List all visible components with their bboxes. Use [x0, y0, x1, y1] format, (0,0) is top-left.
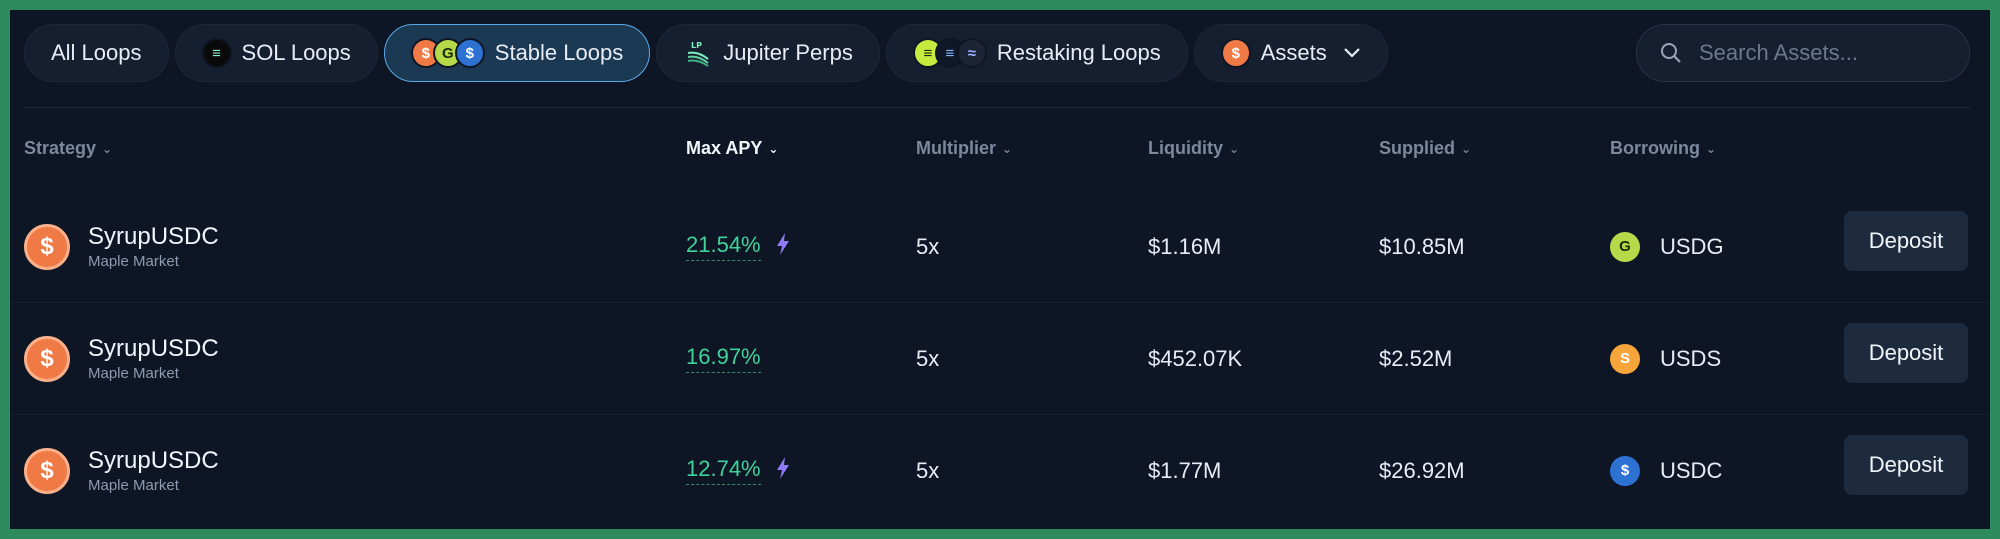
strategy-cell: $ SyrupUSDC Maple Market — [24, 415, 219, 526]
column-max-apy[interactable]: Max APY ⌄ — [686, 138, 779, 158]
stable-icons: $ G $ — [410, 38, 485, 68]
tab-restaking-loops[interactable]: ≡ ≡ ≈ Restaking Loops — [885, 24, 1188, 82]
tab-jupiter-perps[interactable]: LP Jupiter Perps — [656, 24, 880, 82]
tab-label: Jupiter Perps — [723, 40, 853, 65]
usdc-icon: $ — [454, 38, 485, 68]
apy-cell: 16.97% — [686, 303, 761, 414]
multiplier-value: 5x — [916, 345, 940, 371]
search-box[interactable] — [1636, 24, 1970, 82]
strategy-market: Maple Market — [88, 477, 179, 494]
liquidity-value: $1.16M — [1148, 233, 1222, 259]
syrupusdc-icon: $ — [24, 335, 70, 382]
tab-label: Restaking Loops — [996, 40, 1161, 65]
assets-dropdown[interactable]: $ Assets — [1193, 24, 1388, 82]
row-divider — [10, 414, 1990, 415]
borrow-asset: USDC — [1660, 457, 1723, 483]
syrupusdc-icon: $ — [1220, 38, 1251, 68]
strategy-market: Maple Market — [88, 253, 179, 270]
tab-all-loops[interactable]: All Loops — [24, 24, 169, 82]
strategy-cell: $ SyrupUSDC Maple Market — [24, 191, 219, 302]
table-row[interactable]: $ SyrupUSDC Maple Market 12.74% 5x $1.77… — [10, 415, 1990, 526]
usds-icon: S — [1610, 343, 1640, 374]
tab-label: Stable Loops — [494, 40, 624, 65]
row-divider — [10, 302, 1990, 303]
app-frame: All Loops ≡ SOL Loops $ G $ Stable Loops… — [10, 10, 1990, 529]
apy-value[interactable]: 12.74% — [686, 456, 761, 485]
apy-cell: 21.54% — [686, 191, 791, 302]
syrupusdc-icon: $ — [24, 223, 70, 270]
restake-token-icon: ≈ — [956, 38, 987, 68]
lightning-icon — [775, 232, 791, 261]
borrowing-cell: $ USDC — [1610, 415, 1722, 526]
multiplier-value: 5x — [916, 457, 940, 483]
liquidity-value: $452.07K — [1148, 345, 1243, 371]
divider — [24, 107, 1970, 108]
column-borrowing[interactable]: Borrowing ⌄ — [1610, 138, 1717, 158]
borrow-asset: USDS — [1660, 345, 1722, 371]
tab-label: SOL Loops — [241, 40, 351, 65]
column-liquidity[interactable]: Liquidity ⌄ — [1148, 138, 1240, 158]
jlp-icon: LP — [683, 38, 713, 68]
borrowing-cell: S USDS — [1610, 303, 1721, 414]
table-row[interactable]: $ SyrupUSDC Maple Market 21.54% 5x $1.16… — [10, 191, 1990, 302]
chevron-down-icon: ⌄ — [1002, 141, 1013, 156]
usdg-icon: G — [432, 38, 463, 68]
tab-label: Assets — [1260, 40, 1327, 65]
chevron-down-icon: ⌄ — [768, 141, 779, 156]
apy-value[interactable]: 21.54% — [686, 232, 761, 261]
deposit-button[interactable]: Deposit — [1844, 435, 1968, 495]
filter-tabs: All Loops ≡ SOL Loops $ G $ Stable Loops… — [24, 24, 1388, 84]
chevron-down-icon: ⌄ — [1229, 141, 1240, 156]
usdg-icon: G — [1610, 231, 1640, 262]
multiplier-value: 5x — [916, 233, 940, 259]
borrowing-cell: G USDG — [1610, 191, 1724, 302]
column-multiplier[interactable]: Multiplier ⌄ — [916, 138, 1013, 158]
strategy-name: SyrupUSDC — [88, 223, 219, 250]
tab-stable-loops[interactable]: $ G $ Stable Loops — [383, 24, 651, 82]
jlp-waves-icon: LP — [688, 41, 709, 67]
chevron-down-icon: ⌄ — [1461, 141, 1472, 156]
chevron-down-icon: ⌄ — [1706, 141, 1717, 156]
chevron-down-icon — [1343, 48, 1360, 58]
liquidity-value: $1.77M — [1148, 457, 1222, 483]
lightning-icon — [775, 456, 791, 485]
tab-sol-loops[interactable]: ≡ SOL Loops — [174, 24, 378, 82]
apy-cell: 12.74% — [686, 415, 791, 526]
borrow-asset: USDG — [1660, 233, 1724, 259]
column-strategy[interactable]: Strategy ⌄ — [24, 138, 113, 158]
svg-text:LP: LP — [691, 41, 702, 50]
apy-value[interactable]: 16.97% — [686, 344, 761, 373]
supplied-value: $10.85M — [1379, 233, 1465, 259]
strategy-name: SyrupUSDC — [88, 447, 219, 474]
chevron-down-icon: ⌄ — [102, 141, 113, 156]
strategy-market: Maple Market — [88, 365, 179, 382]
restaking-icons: ≡ ≡ ≈ — [912, 38, 987, 68]
supplied-value: $2.52M — [1379, 345, 1453, 371]
column-supplied[interactable]: Supplied ⌄ — [1379, 138, 1472, 158]
tab-label: All Loops — [51, 40, 142, 65]
deposit-button[interactable]: Deposit — [1844, 211, 1968, 271]
search-input[interactable] — [1697, 39, 1941, 67]
strategy-name: SyrupUSDC — [88, 335, 219, 362]
deposit-button[interactable]: Deposit — [1844, 323, 1968, 383]
solana-icon: ≡ — [201, 38, 232, 68]
syrupusdc-icon: $ — [24, 447, 70, 494]
search-icon — [1661, 43, 1681, 63]
table-row[interactable]: $ SyrupUSDC Maple Market 16.97% 5x $452.… — [10, 303, 1990, 414]
supplied-value: $26.92M — [1379, 457, 1465, 483]
strategy-cell: $ SyrupUSDC Maple Market — [24, 303, 219, 414]
table-header: Strategy ⌄ Max APY ⌄ Multiplier ⌄ Liquid… — [10, 138, 1990, 178]
usdc-icon: $ — [1610, 455, 1640, 486]
